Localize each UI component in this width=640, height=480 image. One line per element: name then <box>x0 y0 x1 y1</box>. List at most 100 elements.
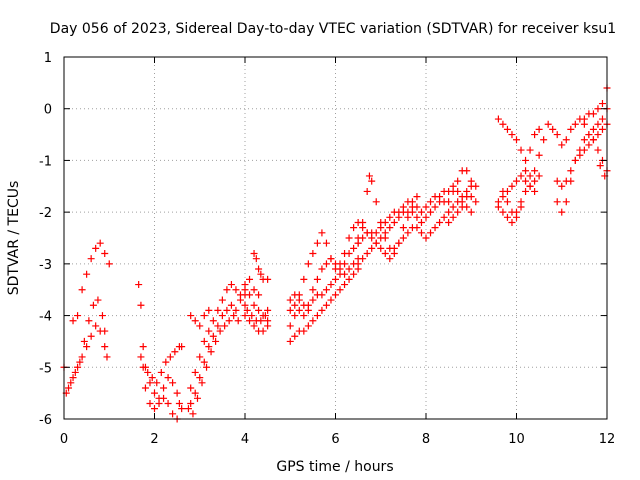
data-point <box>191 389 199 397</box>
data-point <box>146 379 154 387</box>
data-point <box>207 348 215 356</box>
x-tick-label: 8 <box>422 432 430 447</box>
data-point <box>322 301 330 309</box>
data-point <box>162 358 170 366</box>
x-tick-label: 12 <box>599 432 616 447</box>
data-point <box>558 182 566 190</box>
data-point <box>377 224 385 232</box>
data-point <box>517 146 525 154</box>
data-point <box>221 322 229 330</box>
data-point <box>157 368 165 376</box>
data-point <box>191 317 199 325</box>
data-point <box>417 218 425 226</box>
data-point <box>146 399 154 407</box>
data-point <box>431 203 439 211</box>
data-point <box>264 322 272 330</box>
data-point <box>223 286 231 294</box>
data-point <box>209 332 217 340</box>
data-point <box>467 182 475 190</box>
data-point <box>531 187 539 195</box>
data-point <box>381 218 389 226</box>
x-axis: 0 2 4 6 8 10 12 <box>60 57 615 447</box>
data-point <box>598 115 606 123</box>
data-point <box>508 131 516 139</box>
data-point <box>372 229 380 237</box>
chart-title: Day 056 of 2023, Sidereal Day-to-day VTE… <box>50 21 616 37</box>
data-point <box>589 110 597 118</box>
data-point <box>101 250 109 258</box>
data-point <box>567 125 575 133</box>
data-point <box>585 131 593 139</box>
data-point <box>368 234 376 242</box>
data-point <box>196 353 204 361</box>
data-point <box>313 275 321 283</box>
data-points <box>60 84 611 423</box>
data-point <box>200 358 208 366</box>
data-point <box>463 193 471 201</box>
data-point <box>350 270 358 278</box>
data-point <box>250 250 258 258</box>
data-point <box>246 275 254 283</box>
data-point <box>80 337 88 345</box>
x-tick-label: 6 <box>331 432 339 447</box>
data-point <box>175 399 183 407</box>
data-point <box>139 363 147 371</box>
data-point <box>594 146 602 154</box>
data-point <box>300 327 308 335</box>
data-point <box>286 337 294 345</box>
data-point <box>422 234 430 242</box>
data-point <box>227 301 235 309</box>
data-point <box>169 379 177 387</box>
y-tick-label: -3 <box>39 258 52 273</box>
y-tick-label: -2 <box>39 206 52 221</box>
data-point <box>413 193 421 201</box>
data-point <box>377 244 385 252</box>
data-point <box>576 146 584 154</box>
data-point <box>205 306 213 314</box>
data-point <box>386 255 394 263</box>
data-point <box>413 224 421 232</box>
data-point <box>535 151 543 159</box>
data-point <box>300 312 308 320</box>
data-point <box>203 363 211 371</box>
data-point <box>359 224 367 232</box>
data-point <box>291 332 299 340</box>
data-point <box>69 317 77 325</box>
data-point <box>191 368 199 376</box>
data-point <box>218 312 226 320</box>
data-point <box>255 265 263 273</box>
data-point <box>499 120 507 128</box>
data-point <box>232 286 240 294</box>
data-point <box>193 394 201 402</box>
data-point <box>151 389 158 397</box>
data-point <box>596 162 604 170</box>
data-point <box>399 203 407 211</box>
y-tick-label: -6 <box>39 413 52 428</box>
data-point <box>85 317 93 325</box>
data-point <box>359 255 367 263</box>
data-point <box>449 182 457 190</box>
data-point <box>105 260 113 268</box>
data-point <box>89 301 97 309</box>
data-point <box>363 187 371 195</box>
data-point <box>76 358 84 366</box>
data-point <box>332 275 339 283</box>
data-point <box>427 229 435 237</box>
data-point <box>187 384 195 392</box>
data-point <box>135 281 143 289</box>
data-point <box>83 270 91 278</box>
data-point <box>155 399 163 407</box>
data-point <box>562 136 570 144</box>
data-point <box>354 260 362 268</box>
data-point <box>196 322 204 330</box>
data-point <box>345 265 353 273</box>
data-point <box>598 100 606 108</box>
data-point <box>304 260 312 268</box>
data-point <box>200 312 208 320</box>
data-point <box>368 244 376 252</box>
data-point <box>336 270 344 278</box>
data-point <box>139 343 147 351</box>
y-axis-label: SDTVAR / TECUs <box>6 181 22 296</box>
data-point <box>318 291 326 299</box>
data-point <box>365 172 373 180</box>
